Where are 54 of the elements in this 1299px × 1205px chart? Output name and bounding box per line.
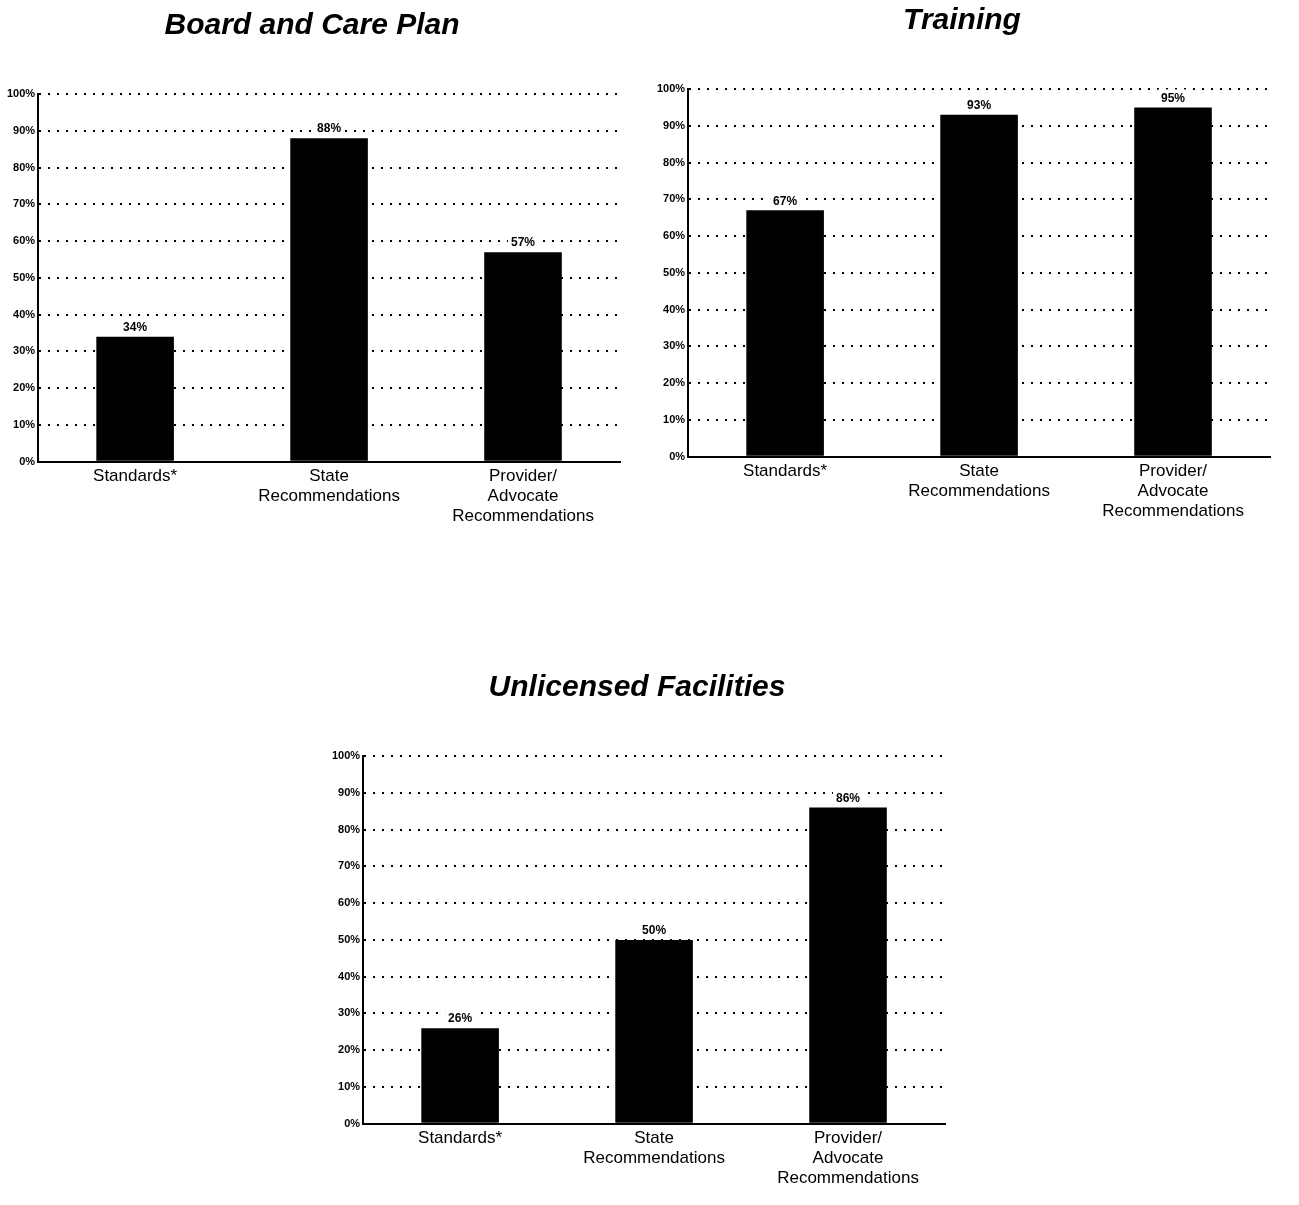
y-tick-label: 70% (338, 859, 361, 872)
x-tick-label: Standards* (743, 460, 828, 480)
y-tick-label: 10% (663, 413, 686, 426)
y-tick-label: 100% (6, 87, 36, 100)
y-tick-label: 40% (13, 307, 36, 320)
x-tick-label: Provider/ Advocate Recommendations (777, 1127, 919, 1188)
data-label: 93% (967, 98, 992, 113)
y-tick-label: 30% (338, 1006, 361, 1019)
y-tick-label: 10% (338, 1080, 361, 1093)
y-tick-label: 50% (338, 932, 361, 945)
data-label: 50% (642, 923, 667, 938)
y-tick-label: 40% (338, 969, 361, 982)
data-label: 88% (317, 121, 342, 136)
x-tick-label: Standards* (93, 465, 178, 485)
x-tick-label: State Recommendations (583, 1127, 725, 1168)
y-tick-label: 40% (663, 302, 686, 315)
chart-title: Training (903, 2, 1021, 36)
y-tick-label: 80% (13, 160, 36, 173)
x-tick-label: Provider/ Advocate Recommendations (452, 465, 594, 526)
y-tick-label: 0% (344, 1116, 361, 1129)
y-tick-label: 20% (663, 376, 686, 389)
y-tick-label: 20% (338, 1043, 361, 1056)
x-tick-label: Provider/ Advocate Recommendations (1102, 460, 1244, 521)
y-tick-label: 60% (13, 234, 36, 247)
y-tick-label: 20% (13, 381, 36, 394)
y-tick-label: 0% (669, 449, 686, 462)
chart-title: Board and Care Plan (164, 7, 460, 41)
y-tick-label: 0% (19, 454, 36, 467)
y-tick-label: 80% (663, 155, 686, 168)
y-tick-label: 90% (13, 123, 36, 136)
chart-title: Unlicensed Facilities (488, 669, 786, 703)
x-tick-label: State Recommendations (908, 460, 1050, 501)
data-label: 67% (773, 193, 798, 208)
y-tick-label: 60% (338, 896, 361, 909)
y-tick-label: 100% (656, 82, 686, 95)
y-tick-label: 50% (663, 265, 686, 278)
y-tick-label: 60% (663, 229, 686, 242)
x-tick-label: Standards* (418, 1127, 503, 1147)
y-tick-label: 10% (13, 418, 36, 431)
y-tick-label: 90% (338, 785, 361, 798)
y-tick-label: 80% (338, 822, 361, 835)
x-tick-label: State Recommendations (258, 465, 400, 506)
data-label: 86% (836, 790, 861, 805)
data-label: 34% (123, 320, 148, 335)
data-label: 57% (511, 235, 536, 250)
y-tick-label: 70% (13, 197, 36, 210)
y-tick-label: 30% (13, 344, 36, 357)
data-label: 26% (448, 1011, 473, 1026)
y-tick-label: 90% (663, 118, 686, 131)
y-tick-label: 70% (663, 192, 686, 205)
y-tick-label: 30% (663, 339, 686, 352)
y-tick-label: 100% (331, 749, 361, 762)
y-tick-label: 50% (13, 270, 36, 283)
data-label: 95% (1161, 90, 1186, 105)
